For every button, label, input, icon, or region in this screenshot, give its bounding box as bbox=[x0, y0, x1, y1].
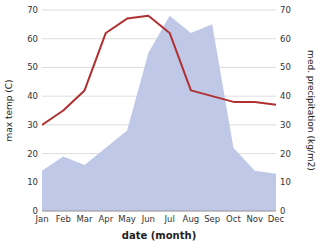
chart: JanFebMarAprMayJunJulAugSepOctNovDec0102… bbox=[0, 0, 318, 247]
y2-tick-label: 40 bbox=[280, 91, 291, 101]
x-tick-label: May bbox=[118, 214, 136, 224]
x-tick-label: Sep bbox=[204, 214, 220, 224]
y2-tick-label: 60 bbox=[280, 34, 291, 44]
x-axis-line bbox=[42, 211, 276, 212]
y-axis-label: max temp (C) bbox=[4, 79, 14, 141]
x-tick-label: Apr bbox=[98, 214, 113, 224]
x-tick-label: Jun bbox=[141, 214, 155, 224]
y-tick-label: 40 bbox=[27, 91, 38, 101]
y2-tick-label: 50 bbox=[280, 62, 291, 72]
x-axis-label: date (month) bbox=[122, 230, 196, 241]
x-tick-label: Aug bbox=[183, 214, 200, 224]
y-tick-label: 10 bbox=[27, 177, 38, 187]
x-tick-label: Jul bbox=[164, 214, 175, 224]
y-tick-label: 20 bbox=[27, 149, 38, 159]
y2-tick-label: 30 bbox=[280, 120, 291, 130]
x-tick-label: Oct bbox=[226, 214, 241, 224]
x-tick-label: Nov bbox=[246, 214, 263, 224]
y2-tick-label: 0 bbox=[280, 206, 285, 216]
temp-line bbox=[42, 16, 276, 125]
grid-line bbox=[42, 211, 276, 212]
y2-tick-label: 20 bbox=[280, 149, 291, 159]
y2-axis-label: med. precipitation (kg/m2) bbox=[306, 50, 316, 171]
y-tick-label: 70 bbox=[27, 5, 38, 15]
precip-area bbox=[42, 16, 276, 211]
grid-line bbox=[42, 10, 276, 11]
y-tick-label: 50 bbox=[27, 62, 38, 72]
y-tick-label: 30 bbox=[27, 120, 38, 130]
x-tick-label: Mar bbox=[77, 214, 94, 224]
x-tick-label: Feb bbox=[56, 214, 71, 224]
y-tick-label: 0 bbox=[33, 206, 38, 216]
y2-tick-label: 10 bbox=[280, 177, 291, 187]
y-tick-label: 60 bbox=[27, 34, 38, 44]
plot-area bbox=[42, 16, 276, 211]
y2-tick-label: 70 bbox=[280, 5, 291, 15]
